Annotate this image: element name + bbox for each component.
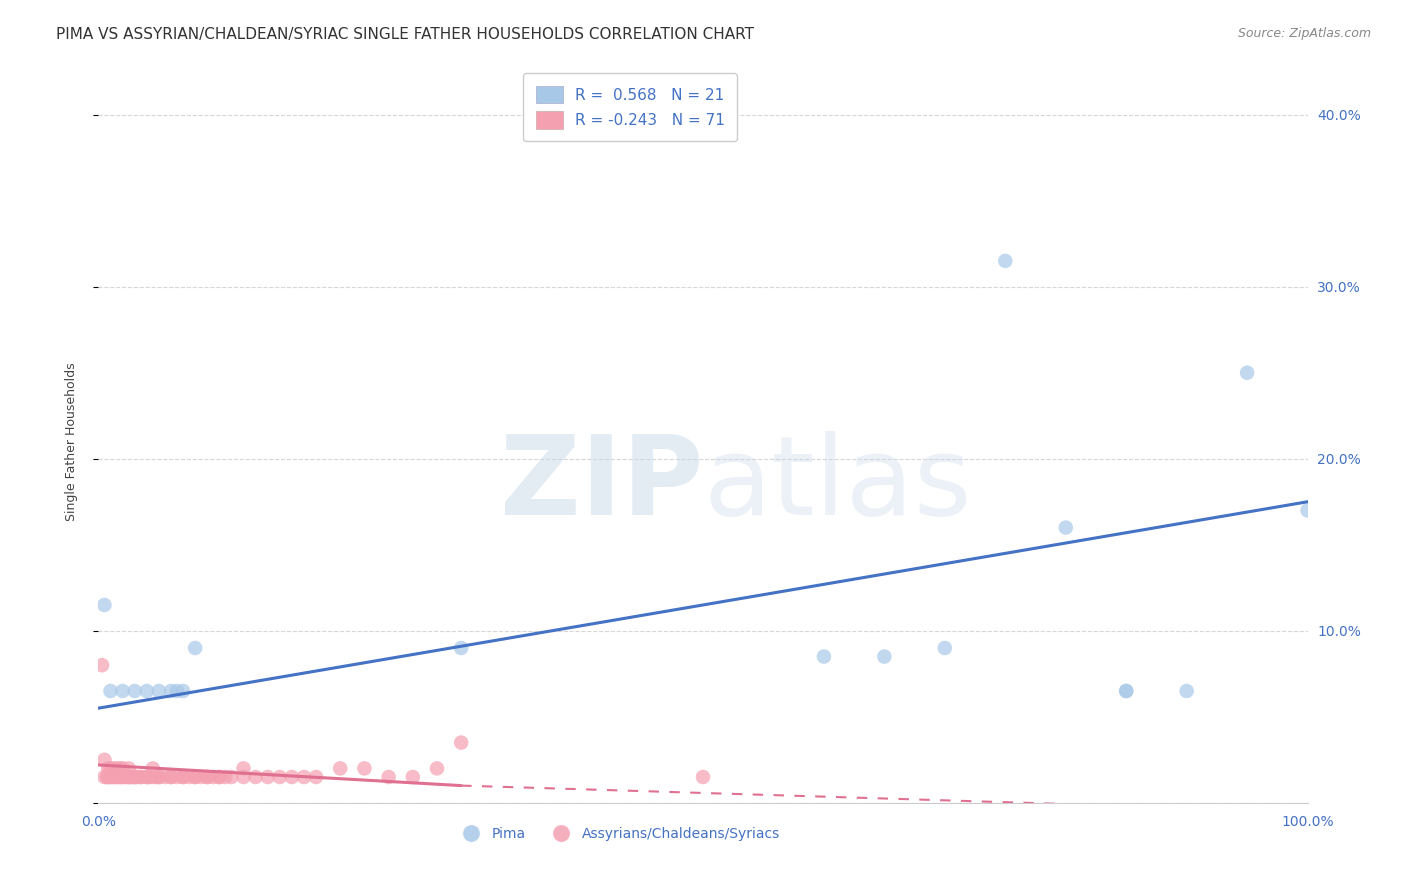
Point [118, 770, 141, 784]
Point [105, 770, 128, 784]
Point [208, 770, 231, 784]
Point [1115, 684, 1137, 698]
Point [148, 770, 170, 784]
Point [160, 770, 183, 784]
Point [426, 761, 449, 775]
Point [166, 684, 188, 698]
Point [124, 770, 146, 784]
Point [256, 770, 278, 784]
Point [124, 684, 146, 698]
Point [305, 770, 328, 784]
Point [160, 770, 183, 784]
Point [117, 770, 139, 784]
Point [121, 770, 143, 784]
Point [110, 770, 132, 784]
Point [97, 761, 120, 775]
Point [208, 770, 231, 784]
Point [184, 640, 207, 655]
Y-axis label: Single Father Households: Single Father Households [65, 362, 77, 521]
Point [195, 770, 218, 784]
Point [692, 770, 714, 784]
Point [281, 770, 304, 784]
Point [111, 770, 134, 784]
Point [105, 761, 128, 775]
Point [111, 761, 134, 775]
Point [100, 761, 122, 775]
Point [127, 770, 149, 784]
Point [994, 253, 1017, 268]
Point [138, 770, 160, 784]
Point [221, 770, 243, 784]
Point [108, 770, 131, 784]
Point [813, 649, 835, 664]
Text: ZIP: ZIP [499, 432, 703, 539]
Point [245, 770, 267, 784]
Point [96, 770, 118, 784]
Point [1296, 503, 1319, 517]
Text: atlas: atlas [703, 432, 972, 539]
Point [329, 761, 352, 775]
Point [292, 770, 315, 784]
Point [111, 684, 134, 698]
Point [129, 770, 152, 784]
Point [166, 770, 188, 784]
Point [101, 770, 124, 784]
Text: Source: ZipAtlas.com: Source: ZipAtlas.com [1237, 27, 1371, 40]
Point [1054, 520, 1077, 534]
Point [100, 770, 122, 784]
Point [142, 770, 165, 784]
Point [353, 761, 375, 775]
Point [118, 770, 141, 784]
Point [91, 658, 114, 673]
Point [1175, 684, 1198, 698]
Point [129, 770, 152, 784]
Point [145, 770, 167, 784]
Point [1236, 366, 1258, 380]
Point [195, 770, 218, 784]
Point [172, 770, 194, 784]
Point [232, 761, 254, 775]
Point [101, 761, 124, 775]
Point [100, 684, 122, 698]
Point [214, 770, 236, 784]
Point [148, 684, 170, 698]
Point [172, 770, 194, 784]
Point [118, 761, 141, 775]
Point [135, 684, 157, 698]
Point [190, 770, 212, 784]
Point [108, 761, 131, 775]
Point [934, 640, 956, 655]
Point [97, 770, 120, 784]
Point [148, 770, 170, 784]
Point [98, 770, 121, 784]
Point [103, 770, 125, 784]
Point [402, 770, 425, 784]
Point [377, 770, 399, 784]
Point [142, 761, 165, 775]
Point [184, 770, 207, 784]
Point [269, 770, 291, 784]
Text: PIMA VS ASSYRIAN/CHALDEAN/SYRIAC SINGLE FATHER HOUSEHOLDS CORRELATION CHART: PIMA VS ASSYRIAN/CHALDEAN/SYRIAC SINGLE … [56, 27, 754, 42]
Point [93, 753, 115, 767]
Point [450, 735, 472, 749]
Point [93, 770, 115, 784]
Legend: Pima, Assyrians/Chaldeans/Syriacs: Pima, Assyrians/Chaldeans/Syriacs [451, 822, 785, 847]
Point [450, 640, 472, 655]
Point [1115, 684, 1137, 698]
Point [184, 770, 207, 784]
Point [107, 770, 129, 784]
Point [179, 770, 201, 784]
Point [124, 770, 146, 784]
Point [114, 770, 136, 784]
Point [135, 770, 157, 784]
Point [873, 649, 896, 664]
Point [202, 770, 225, 784]
Point [232, 770, 254, 784]
Point [153, 770, 176, 784]
Point [135, 770, 157, 784]
Point [93, 598, 115, 612]
Point [160, 684, 183, 698]
Point [172, 684, 194, 698]
